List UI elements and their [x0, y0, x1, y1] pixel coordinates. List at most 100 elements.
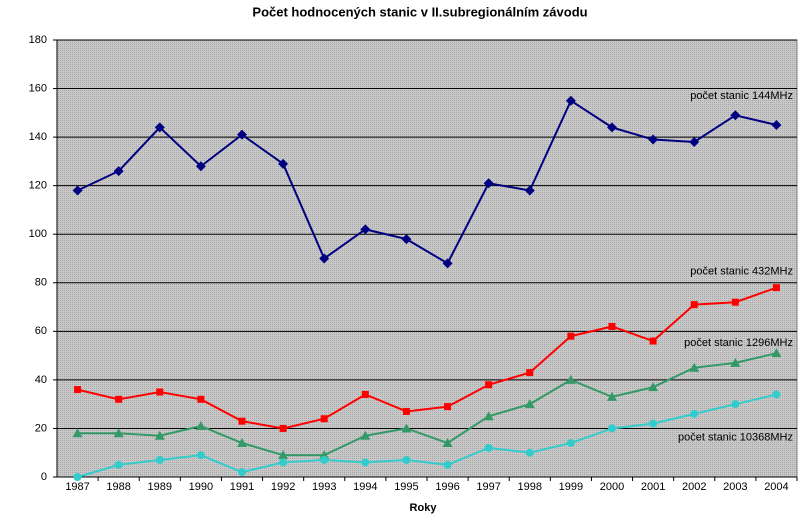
marker — [113, 166, 124, 177]
series-label: počet stanic 144MHz — [690, 90, 793, 102]
y-tick-label: 140 — [29, 131, 47, 143]
series-line — [77, 286, 777, 430]
marker — [565, 374, 576, 384]
x-tick-label: 2001 — [641, 481, 665, 493]
marker — [649, 419, 658, 428]
marker — [72, 185, 83, 196]
marker — [402, 407, 410, 415]
x-tick-label: 1991 — [230, 481, 254, 493]
marker — [238, 468, 246, 477]
y-tick-label: 160 — [29, 82, 47, 94]
marker — [196, 451, 205, 460]
plot-area — [56, 39, 798, 478]
marker — [648, 382, 659, 392]
marker — [690, 409, 699, 418]
series-line — [77, 99, 777, 265]
marker — [319, 253, 330, 264]
marker — [278, 450, 289, 460]
x-tick-label: 2004 — [764, 481, 788, 493]
series-line — [77, 352, 777, 457]
x-tick-label: 2002 — [682, 481, 706, 493]
x-tick-label: 1990 — [189, 481, 213, 493]
marker — [74, 386, 82, 394]
marker — [772, 284, 780, 292]
marker — [113, 428, 124, 438]
marker — [525, 448, 534, 457]
x-tick-label: 1992 — [271, 481, 295, 493]
marker — [649, 337, 657, 345]
marker — [401, 234, 412, 245]
marker — [361, 390, 369, 398]
x-tick-label: 1989 — [148, 481, 172, 493]
x-tick-label: 1997 — [476, 481, 500, 493]
marker — [361, 458, 370, 467]
y-tick-label: 100 — [29, 228, 47, 240]
marker — [648, 134, 659, 145]
marker — [772, 390, 781, 399]
marker — [483, 178, 494, 189]
marker — [73, 473, 82, 481]
x-tick-label: 1998 — [518, 481, 542, 493]
marker — [730, 357, 741, 367]
marker — [72, 428, 83, 438]
series-line — [77, 393, 777, 478]
marker — [483, 411, 494, 421]
marker — [320, 456, 329, 465]
marker — [524, 399, 535, 409]
y-tick-label: 80 — [35, 277, 47, 289]
marker — [526, 369, 534, 377]
marker — [155, 456, 164, 465]
marker — [444, 403, 452, 411]
x-tick-label: 1999 — [559, 481, 583, 493]
marker — [237, 438, 247, 448]
marker — [771, 348, 782, 358]
marker — [607, 391, 617, 401]
marker — [689, 136, 700, 147]
marker — [320, 415, 328, 423]
marker — [195, 421, 206, 431]
marker — [608, 424, 616, 433]
marker — [197, 395, 205, 403]
x-tick-label: 1987 — [65, 481, 89, 493]
marker — [731, 400, 740, 409]
marker — [278, 158, 289, 169]
marker — [485, 381, 493, 389]
x-tick-label: 1994 — [353, 481, 377, 493]
chart-title: Počet hodnocených stanic v II.subregioná… — [252, 4, 587, 19]
marker — [195, 161, 206, 172]
series-label: počet stanic 432MHz — [690, 266, 793, 278]
marker — [154, 122, 165, 133]
y-tick-label: 40 — [35, 374, 47, 386]
marker — [279, 424, 287, 432]
marker — [566, 439, 575, 448]
marker — [442, 438, 453, 448]
marker — [730, 110, 741, 121]
marker — [237, 129, 247, 140]
marker — [238, 417, 246, 425]
x-tick-label: 1988 — [106, 481, 130, 493]
marker — [607, 122, 617, 133]
series-label: počet stanic 10368MHz — [678, 431, 793, 443]
x-tick-label: 1996 — [435, 481, 459, 493]
y-tick-label: 20 — [35, 422, 47, 434]
x-tick-label: 2003 — [723, 481, 747, 493]
marker — [608, 322, 616, 330]
marker — [524, 185, 535, 196]
x-tick-label: 1995 — [394, 481, 418, 493]
x-tick-label: 2000 — [600, 481, 624, 493]
marker — [567, 332, 575, 340]
y-tick-label: 0 — [41, 471, 47, 483]
marker — [731, 298, 739, 306]
marker — [442, 258, 453, 269]
y-tick-label: 120 — [29, 180, 47, 192]
marker — [360, 224, 371, 235]
marker — [156, 388, 164, 396]
marker — [689, 362, 700, 372]
x-tick-label: 1993 — [312, 481, 336, 493]
marker — [401, 423, 412, 433]
marker — [402, 456, 411, 465]
marker — [154, 430, 165, 440]
marker — [484, 443, 493, 452]
marker — [279, 458, 288, 467]
